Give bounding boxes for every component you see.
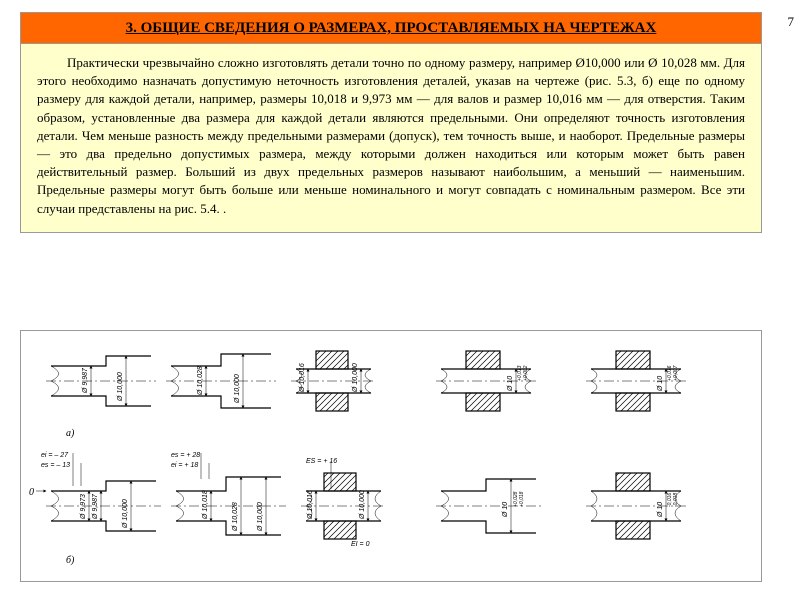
label-b: б) xyxy=(66,555,75,566)
b-shaft2-d1: Ø 10,018 xyxy=(202,490,209,520)
section-header: 3. ОБЩИЕ СВЕДЕНИЯ О РАЗМЕРАХ, ПРОСТАВЛЯЕ… xyxy=(21,13,761,44)
b-shaft2-d2: Ø 10,028 xyxy=(232,502,239,532)
section-title: 3. ОБЩИЕ СВЕДЕНИЯ О РАЗМЕРАХ, ПРОСТАВЛЯЕ… xyxy=(126,20,657,36)
ei-mid: ei = + 18 xyxy=(171,462,198,469)
zero-label: 0 xyxy=(29,487,34,498)
dim-shaft1-nom: Ø 10,000 xyxy=(117,372,124,402)
dim-hole-act: Ø 10,016 xyxy=(299,363,306,393)
es-left: es = – 13 xyxy=(41,462,70,469)
label-a: a) xyxy=(66,428,75,439)
rb-shaft1-base: Ø 10 xyxy=(502,502,509,518)
dim-rhole2-base: Ø 10 xyxy=(657,376,664,392)
rb-shaft2-base: Ø 10 xyxy=(657,502,664,518)
dim-shaft2-act: Ø 10,028 xyxy=(197,366,204,396)
dim-hole-nom: Ø 10,000 xyxy=(352,363,359,393)
EI-lbl: EI = 0 xyxy=(351,541,370,548)
ES-lbl: ES = + 16 xyxy=(306,458,337,465)
b-shaft2-dN: Ø 10,000 xyxy=(257,502,264,532)
page-number: 7 xyxy=(788,14,795,30)
body-paragraph: Практически чрезвычайно сложно изготовля… xyxy=(21,44,761,232)
b-shaft1-d1: Ø 9,973 xyxy=(80,494,87,520)
dim-rhole1-base: Ø 10 xyxy=(507,376,514,392)
dim-shaft2-nom: Ø 10,000 xyxy=(234,374,241,404)
b-hole-d1: Ø 10,016 xyxy=(307,490,314,520)
rb-shaft1-lo: +0,018 xyxy=(519,491,525,507)
b-hole-d2: Ø 10,000 xyxy=(359,490,366,520)
document-page: 3. ОБЩИЕ СВЕДЕНИЯ О РАЗМЕРАХ, ПРОСТАВЛЯЕ… xyxy=(20,12,762,233)
rb-shaft2-lo: -0,018 xyxy=(673,493,679,507)
b-shaft1-dN: Ø 10,000 xyxy=(122,499,129,529)
dim-rhole2-lo: +0,007 xyxy=(673,365,679,381)
ei-left: ei = – 27 xyxy=(41,452,69,459)
dim-shaft1-actual: Ø 9,987 xyxy=(82,367,89,394)
b-shaft1-d2: Ø 9,987 xyxy=(92,493,99,520)
figure-5-3: Ø 9,987 Ø 10,000 Ø 10,028 Ø 10,000 Ø 10,… xyxy=(20,330,762,582)
paragraph-text: Практически чрезвычайно сложно изготовля… xyxy=(37,55,745,216)
dim-rhole1-lo: +0,002 xyxy=(523,365,529,381)
es-mid: es = + 28 xyxy=(171,452,200,459)
